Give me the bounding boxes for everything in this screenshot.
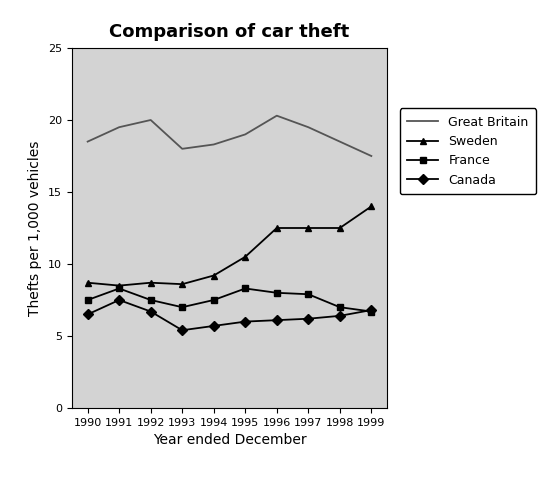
Great Britain [368, 153, 374, 159]
Canada [84, 312, 91, 317]
Title: Comparison of car theft: Comparison of car theft [109, 23, 349, 41]
Canada [147, 309, 154, 314]
Sweden [210, 273, 217, 278]
Great Britain [242, 132, 248, 137]
X-axis label: Year ended December: Year ended December [153, 433, 306, 447]
France [84, 297, 91, 303]
France [305, 291, 311, 297]
Canada [116, 297, 122, 303]
Sweden [273, 225, 280, 231]
Great Britain [273, 113, 280, 119]
Sweden [242, 254, 248, 260]
Great Britain [84, 139, 91, 144]
Line: Great Britain: Great Britain [87, 116, 371, 156]
Sweden [305, 225, 311, 231]
Canada [368, 307, 374, 313]
Line: Canada: Canada [84, 297, 375, 334]
Great Britain [305, 124, 311, 130]
Great Britain [336, 139, 343, 144]
Canada [210, 323, 217, 329]
Canada [305, 316, 311, 322]
France [242, 286, 248, 291]
France [116, 286, 122, 291]
Canada [273, 317, 280, 323]
France [368, 309, 374, 314]
Great Britain [147, 117, 154, 123]
France [179, 304, 185, 310]
Sweden [116, 283, 122, 288]
Y-axis label: Thefts per 1,000 vehicles: Thefts per 1,000 vehicles [29, 140, 43, 316]
France [336, 304, 343, 310]
Sweden [336, 225, 343, 231]
France [273, 290, 280, 296]
Great Britain [210, 142, 217, 147]
Canada [179, 327, 185, 333]
Canada [242, 319, 248, 324]
Sweden [147, 280, 154, 286]
Great Britain [116, 124, 122, 130]
France [147, 297, 154, 303]
Great Britain [179, 146, 185, 152]
Canada [336, 313, 343, 319]
Sweden [84, 280, 91, 286]
France [210, 297, 217, 303]
Legend: Great Britain, Sweden, France, Canada: Great Britain, Sweden, France, Canada [400, 108, 536, 194]
Sweden [179, 281, 185, 287]
Line: France: France [84, 285, 375, 315]
Sweden [368, 204, 374, 209]
Line: Sweden: Sweden [84, 203, 375, 289]
